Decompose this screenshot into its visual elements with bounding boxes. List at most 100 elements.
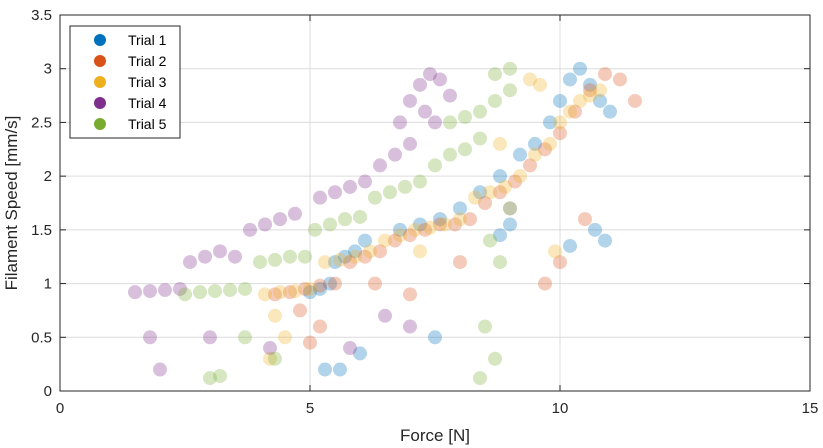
x-tick-label: 15 [802, 400, 819, 417]
data-point [468, 190, 482, 205]
data-point [458, 110, 472, 125]
data-point [348, 244, 362, 259]
data-point [313, 281, 327, 296]
data-point [528, 147, 542, 162]
data-point [338, 212, 352, 227]
data-point [463, 212, 477, 227]
data-point [578, 212, 592, 227]
data-point [343, 341, 357, 356]
data-point [573, 61, 587, 76]
data-point [553, 115, 567, 130]
data-point [588, 222, 602, 237]
legend-box [69, 25, 181, 139]
data-point [393, 228, 407, 243]
data-point [178, 287, 192, 302]
data-point [488, 67, 502, 82]
legend-marker [94, 34, 106, 46]
data-point [258, 287, 272, 302]
data-point [478, 319, 492, 334]
data-point [473, 104, 487, 119]
data-point [493, 228, 507, 243]
data-point [403, 228, 417, 243]
data-point [553, 255, 567, 270]
data-point [223, 283, 237, 298]
legend-marker [94, 76, 106, 88]
data-point [403, 136, 417, 151]
data-point [483, 233, 497, 248]
data-point [353, 209, 367, 224]
y-tick-label: 1 [44, 276, 52, 293]
data-point [153, 362, 167, 377]
data-point [443, 115, 457, 130]
data-point [403, 319, 417, 334]
data-point [343, 255, 357, 270]
data-point [313, 319, 327, 334]
data-point [158, 283, 172, 298]
data-point [293, 303, 307, 318]
data-point [278, 330, 292, 345]
data-point [378, 308, 392, 323]
data-point [298, 281, 312, 296]
data-point [553, 126, 567, 141]
data-point [528, 136, 542, 151]
data-point [433, 217, 447, 232]
data-point [398, 179, 412, 194]
data-point [298, 249, 312, 264]
data-point [593, 93, 607, 108]
data-point [443, 147, 457, 162]
y-tick-label: 3.5 [31, 7, 52, 24]
data-point [318, 255, 332, 270]
data-point [493, 255, 507, 270]
data-point [563, 104, 577, 119]
data-points [128, 61, 642, 386]
data-point [328, 255, 342, 270]
legend-label: Trial 5 [128, 116, 167, 132]
series-5 [178, 61, 517, 386]
data-point [258, 217, 272, 232]
legend-marker [94, 97, 106, 109]
data-point [493, 136, 507, 151]
data-point [413, 244, 427, 259]
data-point [593, 83, 607, 98]
data-point [313, 278, 327, 293]
data-point [203, 371, 217, 386]
legend-marker [94, 118, 106, 130]
data-point [143, 330, 157, 345]
data-point [533, 77, 547, 92]
data-point [243, 222, 257, 237]
data-point [408, 222, 422, 237]
data-point [333, 362, 347, 377]
data-point [303, 335, 317, 350]
data-point [513, 169, 527, 184]
data-point [403, 287, 417, 302]
data-point [583, 83, 597, 98]
series-1 [303, 61, 617, 377]
data-point [283, 249, 297, 264]
data-point [488, 351, 502, 366]
data-point [433, 212, 447, 227]
data-point [423, 67, 437, 82]
data-point [573, 93, 587, 108]
data-point [183, 255, 197, 270]
data-point [378, 233, 392, 248]
data-point [483, 185, 497, 200]
y-tick-label: 1.5 [31, 222, 52, 239]
data-point [238, 281, 252, 296]
data-point [343, 179, 357, 194]
data-point [228, 249, 242, 264]
data-point [173, 281, 187, 296]
data-point [238, 330, 252, 345]
data-point [268, 287, 282, 302]
data-point [523, 72, 537, 87]
grid-lines [59, 14, 811, 392]
data-point [358, 249, 372, 264]
data-point [253, 255, 267, 270]
data-point [323, 276, 337, 291]
data-point [268, 308, 282, 323]
data-point [358, 233, 372, 248]
series-3 [258, 72, 607, 366]
data-point [503, 201, 517, 216]
data-point [598, 233, 612, 248]
data-point [383, 185, 397, 200]
